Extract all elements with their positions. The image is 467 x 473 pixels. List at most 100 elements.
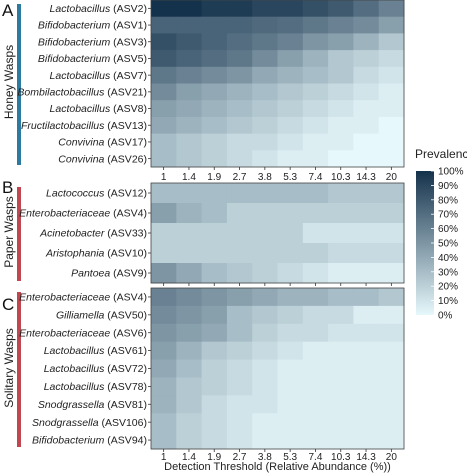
heatmap-cell xyxy=(353,395,380,414)
heatmap-cell xyxy=(226,50,253,68)
heatmap-cell xyxy=(226,83,253,101)
heatmap-cell xyxy=(151,431,177,450)
heatmap-cell xyxy=(302,288,329,307)
heatmap-cell xyxy=(277,341,304,361)
heatmap-cell xyxy=(328,223,354,244)
heatmap-cell xyxy=(151,133,177,151)
row-label: Lactobacillus (ASV8) xyxy=(50,103,147,115)
heatmap-cell xyxy=(378,16,405,34)
x-tick-label: 1.4 xyxy=(182,452,196,463)
heatmap-cell xyxy=(302,150,329,168)
heatmap-cell xyxy=(151,288,177,307)
heatmap-cell xyxy=(277,243,304,264)
group-label: Honey Wasps xyxy=(2,45,16,119)
heatmap-cell xyxy=(226,66,253,84)
heatmap-cell xyxy=(353,359,380,378)
row-label: Enterobacteriaceae (ASV4) xyxy=(19,208,147,220)
heatmap-cell xyxy=(201,341,228,361)
row-label: Lactobacillus (ASV61) xyxy=(44,345,147,357)
heatmap-cell xyxy=(328,83,354,101)
heatmap-cell xyxy=(151,150,177,168)
heatmap-cell xyxy=(201,359,228,378)
heatmap-cell xyxy=(328,305,354,325)
heatmap-cell xyxy=(328,323,354,343)
heatmap-cell xyxy=(176,150,203,168)
heatmap-cell xyxy=(302,413,329,432)
heatmap-cell xyxy=(176,83,203,101)
heatmap-cell xyxy=(353,243,380,264)
heatmap-cell xyxy=(328,116,354,135)
heatmap-cell xyxy=(201,100,228,118)
heatmap-cell xyxy=(277,431,304,450)
legend-tick-label: 100% xyxy=(438,167,464,178)
heatmap-cell xyxy=(252,377,278,396)
heatmap-cell xyxy=(328,263,354,284)
heatmap-cell xyxy=(151,116,177,135)
heatmap-cell xyxy=(176,100,203,118)
heatmap-cell xyxy=(252,305,278,325)
row-label: Bifidobacterium (ASV5) xyxy=(38,53,147,65)
heatmap-cell xyxy=(302,359,329,378)
heatmap-cell xyxy=(151,50,177,68)
heatmap-cell xyxy=(277,150,304,168)
heatmap-cell xyxy=(328,50,354,68)
heatmap-cell xyxy=(353,341,380,361)
legend-tick-label: 20% xyxy=(438,282,458,293)
heatmap-cell xyxy=(378,359,405,378)
heatmap-cell xyxy=(378,305,405,325)
heatmap-cell xyxy=(302,323,329,343)
heatmap-cell xyxy=(176,116,203,135)
heatmap-cell xyxy=(378,323,405,343)
row-label: Snodgrassella (ASV81) xyxy=(38,399,147,411)
heatmap-cell xyxy=(151,203,177,224)
heatmap-cell xyxy=(302,50,329,68)
heatmap-cell xyxy=(252,33,278,51)
row-label: Bifidobacterium (ASV3) xyxy=(38,36,147,48)
legend-tick-label: 80% xyxy=(438,195,458,206)
x-axis-title: Detection Threshold (Relative Abundance … xyxy=(164,461,391,473)
heatmap-cell xyxy=(252,288,278,307)
heatmap-cell xyxy=(302,100,329,118)
heatmap-cell xyxy=(226,100,253,118)
heatmap-cell xyxy=(353,223,380,244)
x-tick-label: 20 xyxy=(386,172,398,183)
heatmap-cell xyxy=(176,133,203,151)
heatmap-cell xyxy=(328,150,354,168)
heatmap-cell xyxy=(201,395,228,414)
row-label: Lactobacillus (ASV78) xyxy=(44,381,147,393)
heatmap-cell xyxy=(328,16,354,34)
heatmap-cell xyxy=(328,413,354,432)
heatmap-cell xyxy=(226,377,253,396)
heatmap-cell xyxy=(328,183,354,204)
heatmap-cell xyxy=(378,116,405,135)
row-label: Fructilactobacillus (ASV13) xyxy=(21,120,147,132)
x-tick-label: 1 xyxy=(161,452,167,463)
legend-tick-label: 30% xyxy=(438,267,458,278)
heatmap-cell xyxy=(378,288,405,307)
heatmap-cell xyxy=(277,133,304,151)
heatmap-cell xyxy=(378,413,405,432)
row-label: Acinetobacter (ASV33) xyxy=(39,228,147,240)
heatmap-cell xyxy=(226,263,253,284)
heatmap-cell xyxy=(226,33,253,51)
heatmap-cell xyxy=(277,50,304,68)
heatmap-cell xyxy=(353,413,380,432)
heatmap-cell xyxy=(277,323,304,343)
heatmap-cell xyxy=(226,203,253,224)
heatmap-cell xyxy=(201,203,228,224)
x-tick-label: 1.4 xyxy=(182,172,196,183)
heatmap-cell xyxy=(252,243,278,264)
heatmap-cell xyxy=(151,377,177,396)
row-label: Pantoea (ASV9) xyxy=(71,268,147,280)
heatmap-cell xyxy=(252,16,278,34)
heatmap-cell xyxy=(201,263,228,284)
x-tick-label: 5.3 xyxy=(283,172,297,183)
heatmap-cell xyxy=(201,377,228,396)
panel-letter-b: B xyxy=(2,178,13,197)
heatmap-cell xyxy=(201,288,228,307)
x-tick-label: 7.4 xyxy=(308,452,322,463)
heatmap-cell xyxy=(277,33,304,51)
heatmap-cell xyxy=(252,359,278,378)
x-tick-label: 14.3 xyxy=(356,452,376,463)
